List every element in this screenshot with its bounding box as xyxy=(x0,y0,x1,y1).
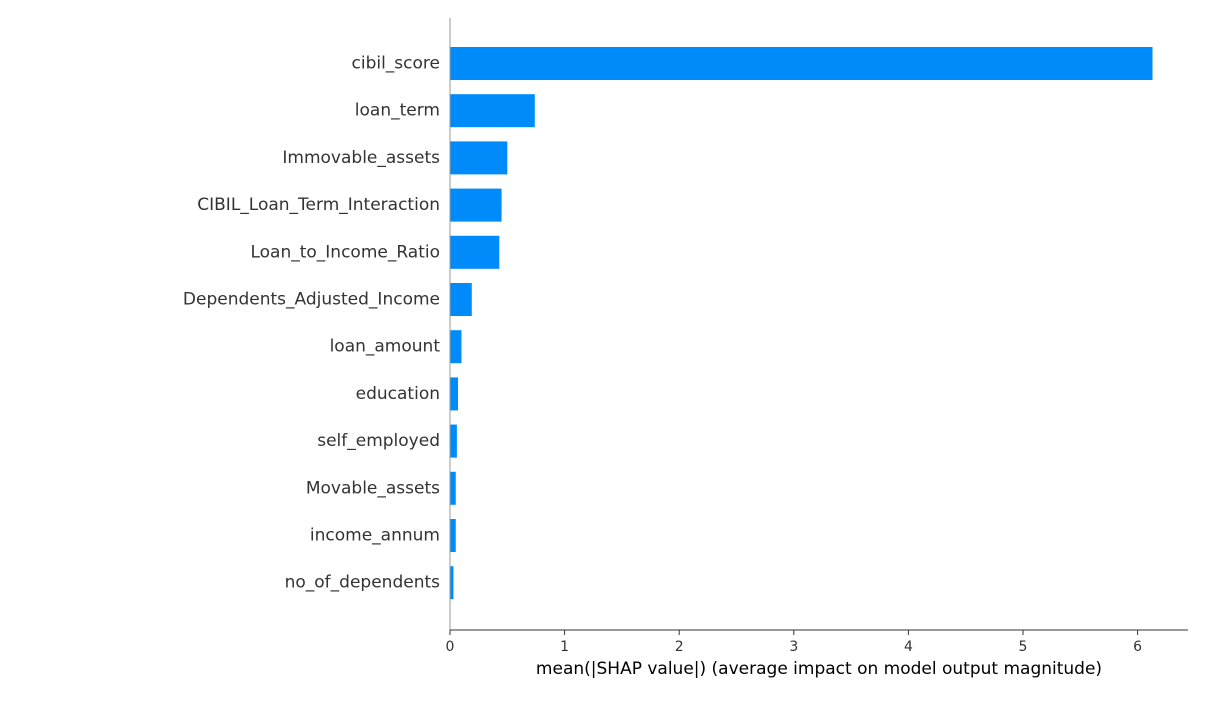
bar-loan_amount xyxy=(450,330,462,364)
category-label-income_annum: income_annum xyxy=(310,526,440,546)
x-tick-label-2: 2 xyxy=(675,639,684,655)
bar-education xyxy=(450,377,459,411)
x-tick-label-0: 0 xyxy=(446,639,455,655)
bar-no_of_dependents xyxy=(450,566,454,600)
x-tick-label-5: 5 xyxy=(1019,639,1028,655)
category-label-loan_amount: loan_amount xyxy=(330,337,441,357)
bar-Dependents_Adjusted_Income xyxy=(450,283,472,316)
x-axis-title: mean(|SHAP value|) (average impact on mo… xyxy=(536,659,1102,679)
bar-Movable_assets xyxy=(450,471,456,505)
category-label-Immovable_assets: Immovable_assets xyxy=(282,148,440,168)
category-label-Loan_to_Income_Ratio: Loan_to_Income_Ratio xyxy=(250,242,440,262)
bar-Immovable_assets xyxy=(450,141,508,175)
x-tick-label-4: 4 xyxy=(904,639,913,655)
bars-layer xyxy=(450,47,1153,600)
category-label-cibil_score: cibil_score xyxy=(352,54,441,74)
category-labels: cibil_score loan_term Immovable_assets CIBI… xyxy=(183,54,440,593)
x-tick-label-3: 3 xyxy=(789,639,798,655)
x-tick-label-6: 6 xyxy=(1133,639,1142,655)
category-label-CIBIL_Loan_Term_Interaction: CIBIL_Loan_Term_Interaction xyxy=(197,195,440,215)
bar-loan_term xyxy=(450,94,535,128)
category-label-Dependents_Adjusted_Income: Dependents_Adjusted_Income xyxy=(183,290,440,310)
bar-income_annum xyxy=(450,519,456,552)
bar-self_employed xyxy=(450,424,457,458)
x-axis-ticks: 0 1 2 3 4 5 6 xyxy=(446,630,1142,655)
category-label-Movable_assets: Movable_assets xyxy=(306,478,440,498)
category-label-education: education xyxy=(356,384,440,404)
category-label-no_of_dependents: no_of_dependents xyxy=(285,573,441,593)
bar-CIBIL_Loan_Term_Interaction xyxy=(450,188,502,222)
bar-Loan_to_Income_Ratio xyxy=(450,235,500,269)
bar-cibil_score xyxy=(450,47,1153,80)
category-label-loan_term: loan_term xyxy=(355,101,440,121)
x-tick-label-1: 1 xyxy=(560,639,569,655)
category-label-self_employed: self_employed xyxy=(317,431,440,451)
